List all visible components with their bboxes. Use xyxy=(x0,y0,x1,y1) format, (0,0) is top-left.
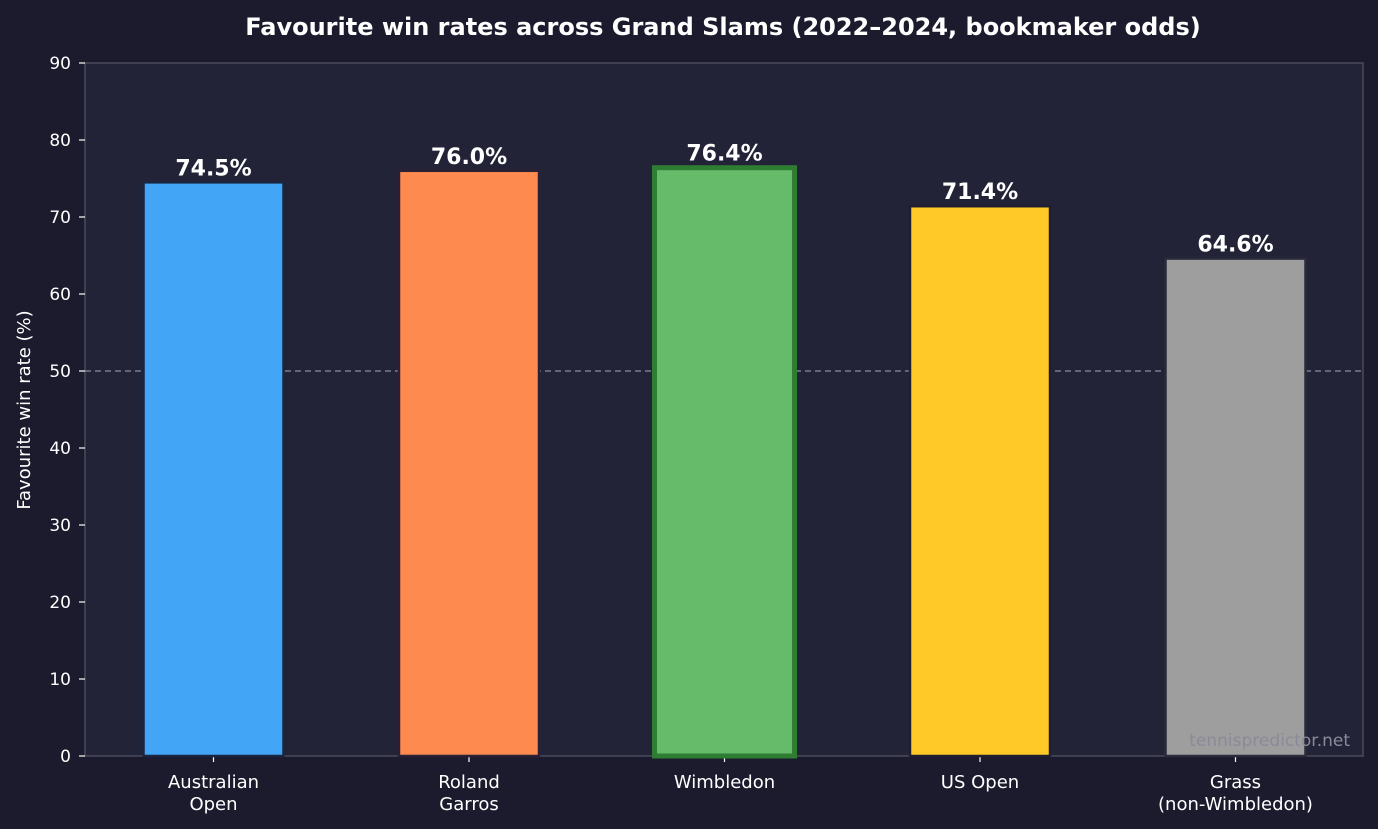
y-tick-label: 40 xyxy=(49,439,71,459)
bar-value-label: 74.5% xyxy=(175,156,251,181)
bar-value-label: 76.4% xyxy=(686,142,762,167)
bars xyxy=(142,165,1307,759)
bar xyxy=(1164,257,1307,758)
y-tick-label: 20 xyxy=(49,593,71,613)
x-tick-label: Garros xyxy=(439,794,498,815)
bar-value-label: 64.6% xyxy=(1197,233,1273,258)
x-tick-label: Grass xyxy=(1210,772,1261,793)
y-tick-label: 60 xyxy=(49,285,71,305)
bar-value-labels: 74.5% 76.0% 76.4% 71.4% 64.6% xyxy=(175,142,1273,258)
y-tick-label: 50 xyxy=(49,362,71,382)
y-tick-label: 70 xyxy=(49,208,71,228)
x-tick-label: Open xyxy=(189,794,237,815)
y-tick-label: 0 xyxy=(60,747,71,767)
y-axis-label: Favourite win rate (%) xyxy=(14,310,35,509)
bar-value-label: 71.4% xyxy=(942,180,1018,205)
bar xyxy=(397,169,541,758)
y-axis-ticks: 0 10 20 30 40 50 60 70 80 90 xyxy=(49,54,85,767)
x-tick-label: (non-Wimbledon) xyxy=(1158,794,1313,815)
bar xyxy=(652,165,797,759)
bar xyxy=(908,204,1052,758)
bar xyxy=(142,181,285,758)
bar-value-label: 76.0% xyxy=(431,145,507,170)
y-tick-label: 90 xyxy=(49,54,71,74)
x-tick-label: Roland xyxy=(438,772,500,793)
chart-title: Favourite win rates across Grand Slams (… xyxy=(245,13,1200,41)
x-tick-label: Australian xyxy=(168,772,259,793)
y-tick-label: 80 xyxy=(49,131,71,151)
y-tick-label: 10 xyxy=(49,670,71,690)
watermark: tennispredictor.net xyxy=(1189,731,1350,751)
x-tick-label: US Open xyxy=(941,772,1019,793)
x-tick-label: Wimbledon xyxy=(674,772,775,793)
y-tick-label: 30 xyxy=(49,516,71,536)
